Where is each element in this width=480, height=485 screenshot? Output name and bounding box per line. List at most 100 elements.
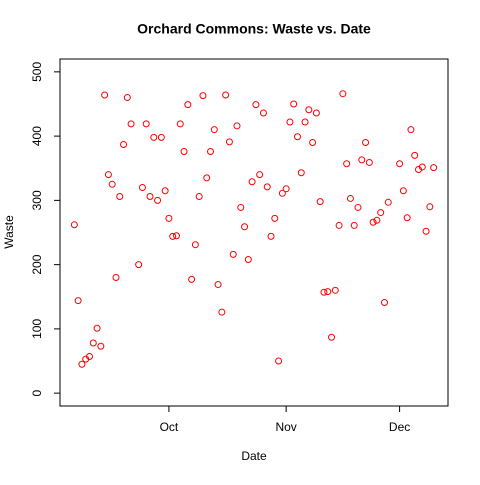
point	[135, 261, 143, 269]
point	[225, 138, 233, 146]
x-tick-label: Oct	[160, 420, 179, 434]
point	[89, 339, 97, 347]
point	[101, 91, 109, 99]
y-tick-label: 0	[30, 389, 44, 396]
point	[259, 109, 267, 117]
point	[343, 160, 351, 168]
point	[97, 342, 105, 350]
point	[350, 221, 358, 229]
x-tick-label: Dec	[389, 420, 410, 434]
point	[290, 100, 298, 108]
point	[346, 194, 354, 202]
point	[399, 187, 407, 195]
point	[78, 360, 86, 368]
point	[214, 281, 222, 289]
point	[172, 232, 180, 240]
point	[218, 308, 226, 316]
point	[256, 171, 264, 179]
point	[123, 94, 131, 102]
point	[199, 92, 207, 100]
point	[146, 193, 154, 201]
point	[305, 106, 313, 114]
point	[138, 184, 146, 192]
y-tick-label: 500	[30, 62, 44, 82]
plot-box	[59, 58, 449, 407]
point	[237, 203, 245, 211]
point	[207, 148, 215, 156]
point	[229, 250, 237, 258]
point	[93, 324, 101, 332]
point	[233, 122, 241, 130]
point	[222, 91, 230, 99]
point	[157, 133, 165, 141]
point	[396, 160, 404, 168]
point	[263, 183, 271, 191]
point	[407, 126, 415, 134]
point	[184, 101, 192, 109]
point	[165, 214, 173, 222]
point	[161, 187, 169, 195]
point	[248, 178, 256, 186]
point	[176, 120, 184, 128]
point	[191, 241, 199, 249]
point	[286, 118, 294, 126]
point	[188, 275, 196, 283]
x-axis-label: Date	[241, 449, 267, 463]
point	[369, 218, 377, 226]
point	[120, 140, 128, 148]
point	[373, 216, 381, 224]
point	[180, 148, 188, 156]
point	[154, 196, 162, 204]
point	[384, 198, 392, 206]
point	[282, 185, 290, 193]
point	[297, 169, 305, 177]
point	[320, 288, 328, 296]
point	[339, 90, 347, 98]
point	[169, 232, 177, 240]
point	[324, 288, 332, 296]
point	[403, 214, 411, 222]
point	[430, 164, 438, 172]
point	[116, 193, 124, 201]
point	[244, 255, 252, 263]
y-tick-label: 300	[30, 190, 44, 210]
point	[365, 158, 373, 166]
point	[422, 227, 430, 235]
point	[312, 109, 320, 117]
y-axis-label: Waste	[2, 215, 16, 249]
x-tick-label: Nov	[275, 420, 296, 434]
point	[354, 203, 362, 211]
point	[74, 297, 82, 305]
point	[309, 139, 317, 147]
point	[275, 357, 283, 365]
point	[335, 221, 343, 229]
point	[278, 189, 286, 197]
point	[252, 101, 260, 109]
point	[271, 214, 279, 222]
point	[316, 198, 324, 206]
point	[293, 133, 301, 141]
y-tick-label: 200	[30, 254, 44, 274]
point	[108, 180, 116, 188]
point	[70, 221, 78, 229]
point	[267, 232, 275, 240]
point	[301, 118, 309, 126]
point	[85, 353, 93, 361]
chart-title: Orchard Commons: Waste vs. Date	[137, 21, 371, 37]
point	[426, 203, 434, 211]
point	[411, 151, 419, 159]
point	[104, 171, 112, 179]
point	[241, 223, 249, 231]
point	[418, 163, 426, 171]
point	[362, 139, 370, 147]
y-tick-label: 100	[30, 319, 44, 339]
point	[195, 193, 203, 201]
point	[377, 209, 385, 217]
point	[203, 174, 211, 182]
point	[358, 156, 366, 164]
point	[142, 120, 150, 128]
point	[331, 286, 339, 294]
